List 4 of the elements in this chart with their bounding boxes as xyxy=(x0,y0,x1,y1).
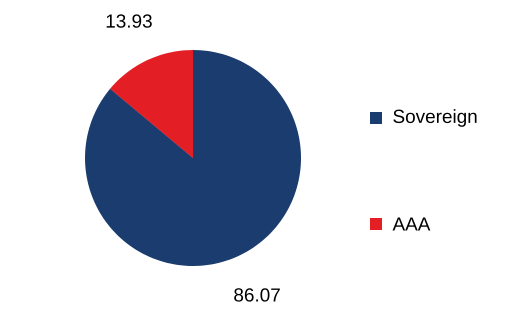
data-label: 86.07 xyxy=(234,288,280,302)
data-label: 13.93 xyxy=(106,14,152,28)
legend-label: Sovereign xyxy=(393,109,477,127)
legend-label: AAA xyxy=(392,217,430,231)
